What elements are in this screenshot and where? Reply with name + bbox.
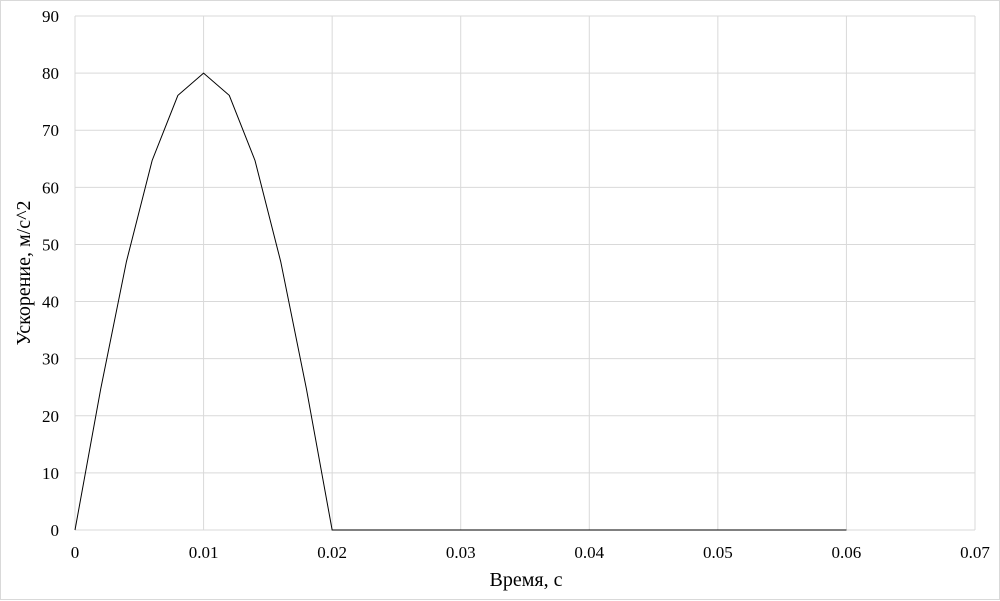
y-tick-label: 70 [42, 121, 59, 140]
x-tick-label: 0.03 [446, 543, 476, 562]
x-tick-label: 0.05 [703, 543, 733, 562]
x-tick-label: 0.01 [189, 543, 219, 562]
x-axis-title: Время, с [490, 569, 563, 591]
y-tick-label: 0 [51, 521, 60, 540]
x-tick-label: 0.06 [832, 543, 862, 562]
y-tick-label: 60 [42, 178, 59, 197]
y-tick-label: 30 [42, 350, 59, 369]
x-tick-label: 0.02 [317, 543, 347, 562]
y-tick-label: 20 [42, 407, 59, 426]
y-tick-label: 10 [42, 464, 59, 483]
y-axis-title: Ускорение, м/с^2 [13, 201, 35, 346]
y-tick-label: 40 [42, 293, 59, 312]
grid-layer [75, 16, 975, 530]
y-tick-label: 50 [42, 235, 59, 254]
axis-layer [75, 16, 975, 530]
y-tick-label: 90 [42, 7, 59, 26]
x-tick-label: 0.04 [574, 543, 604, 562]
x-tick-label: 0 [71, 543, 80, 562]
y-tick-label: 80 [42, 64, 59, 83]
x-tick-label: 0.07 [960, 543, 990, 562]
